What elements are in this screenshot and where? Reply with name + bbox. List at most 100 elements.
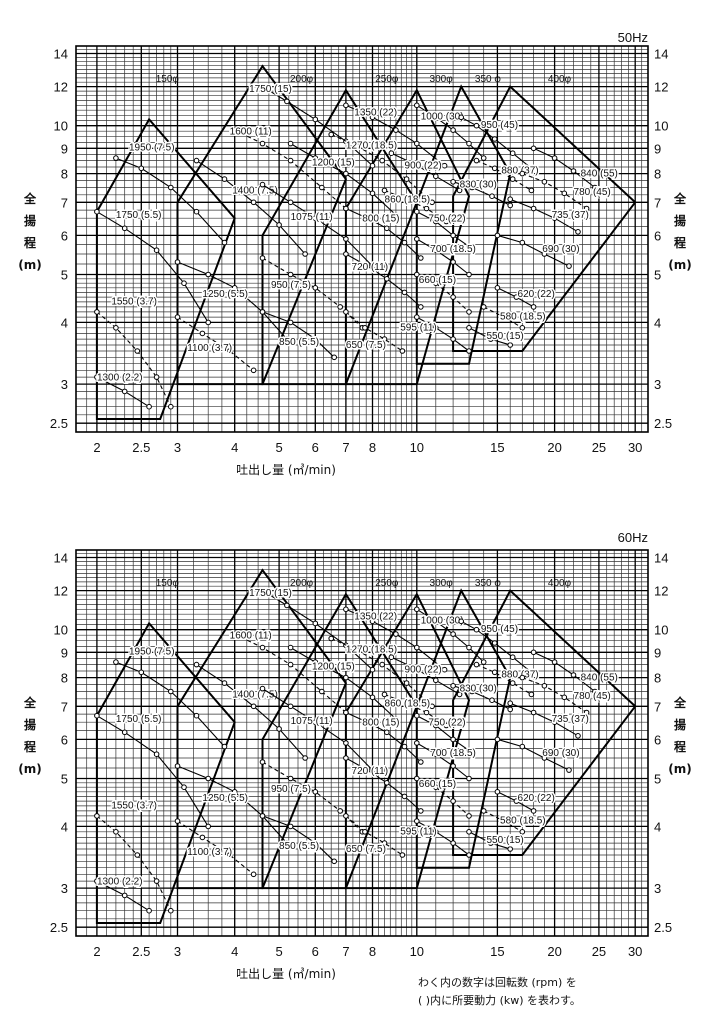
envelope-6 — [452, 588, 637, 856]
series-point — [362, 325, 368, 331]
series-point — [433, 784, 439, 791]
series-label: 1200 (15) — [312, 158, 355, 169]
y-tick-label-right: 3 — [654, 377, 661, 392]
series-point — [174, 763, 181, 769]
x-axis-label: 吐出し量 (㎥/min) — [236, 967, 336, 981]
series-point — [284, 336, 290, 342]
series-point — [369, 694, 376, 701]
series-point — [181, 280, 187, 287]
series-label: 950 (45) — [481, 120, 518, 131]
y-axis-label-char: 全 — [23, 695, 37, 710]
series-point — [466, 813, 472, 819]
series-point — [343, 309, 349, 315]
series-point — [343, 236, 349, 242]
series-point — [494, 736, 501, 743]
x-tick-label: 6 — [312, 944, 319, 959]
y-axis-label-char: 揚 — [24, 717, 36, 732]
series-point — [401, 743, 408, 750]
series-label: 1600 (11) — [230, 126, 272, 137]
y-tick-label-left: 14 — [54, 551, 68, 566]
series-point — [369, 190, 376, 197]
series-point — [369, 114, 376, 121]
series-label: 1250 (5.5) — [202, 793, 248, 804]
series-point — [570, 168, 577, 174]
series-label: 1300 (2.2) — [97, 877, 143, 888]
series-point — [174, 259, 181, 265]
series-label: 700 (18.5) — [430, 244, 476, 255]
series-point — [221, 176, 228, 182]
chart-title: 50Hz — [618, 30, 648, 45]
envelope-1 — [95, 117, 236, 420]
series-point — [276, 726, 282, 732]
series-group: 1950 (7.5) 1750 (5.5) 1550 (3.7) 1300 (2.2)… — [94, 587, 619, 914]
series-line — [262, 257, 363, 329]
series-point — [401, 793, 408, 800]
series-line — [476, 160, 532, 191]
x-tick-label: 5 — [275, 440, 282, 455]
series-line — [416, 316, 470, 352]
series-point — [369, 263, 376, 269]
series-line — [497, 234, 570, 267]
size-label: 250φ — [375, 578, 399, 589]
series-point — [513, 294, 520, 300]
series-point — [94, 374, 100, 380]
series-line — [522, 173, 587, 209]
series-point — [221, 680, 228, 686]
series-point — [168, 184, 174, 191]
y-tick-label-left: 8 — [61, 671, 68, 686]
series-point — [113, 829, 119, 835]
x-tick-label: 3 — [174, 440, 181, 455]
series-point — [364, 263, 371, 269]
series-point — [414, 140, 420, 147]
y-axis-label-char: 程 — [24, 235, 36, 250]
series-point — [259, 255, 266, 261]
x-tick-label: 6 — [312, 440, 319, 455]
series-line — [384, 189, 447, 222]
series-point — [494, 285, 501, 291]
series-point — [450, 127, 456, 133]
series-point — [541, 755, 548, 761]
x-tick-label: 15 — [490, 944, 504, 959]
x-tick-label: 25 — [592, 944, 606, 959]
series-point — [433, 829, 439, 835]
series-point — [458, 114, 465, 121]
series-point — [466, 271, 472, 278]
series-point — [519, 239, 526, 246]
series-point — [259, 685, 266, 692]
series-point — [583, 709, 590, 716]
series-label: 860 (18.5) — [385, 194, 431, 205]
series-point — [302, 251, 308, 257]
y-tick-label-left: 8 — [61, 167, 68, 182]
series-label: 1075 (11) — [291, 212, 333, 223]
series-point — [414, 314, 420, 320]
envelope-2 — [176, 64, 348, 386]
y-axis-label-char: (m) — [668, 762, 691, 776]
envelope-6 — [452, 84, 637, 352]
series-label: 900 (22) — [405, 664, 442, 675]
series-point — [443, 722, 450, 729]
y-axis-label-char: 揚 — [674, 213, 686, 228]
series-point — [276, 222, 282, 228]
envelope-5 — [415, 84, 512, 365]
series-point — [466, 348, 472, 354]
series-label: 550 (15) — [487, 835, 524, 846]
series-point — [528, 165, 535, 172]
size-label: 200φ — [290, 74, 314, 85]
series-point — [138, 669, 145, 676]
size-label: 150φ — [156, 578, 180, 589]
y-tick-label-right: 9 — [654, 645, 661, 660]
series-point — [364, 719, 371, 726]
series-label: 860 (18.5) — [385, 698, 431, 709]
series-point — [287, 199, 294, 206]
series-point — [530, 649, 537, 656]
series-point — [433, 218, 439, 225]
series-point — [312, 789, 319, 795]
series-line — [533, 147, 596, 188]
series-point — [566, 767, 572, 773]
series-point — [418, 759, 424, 765]
series-point — [319, 184, 325, 191]
series-point — [174, 314, 181, 320]
series-label: 580 (18.5) — [500, 816, 546, 827]
series-point — [343, 755, 349, 761]
